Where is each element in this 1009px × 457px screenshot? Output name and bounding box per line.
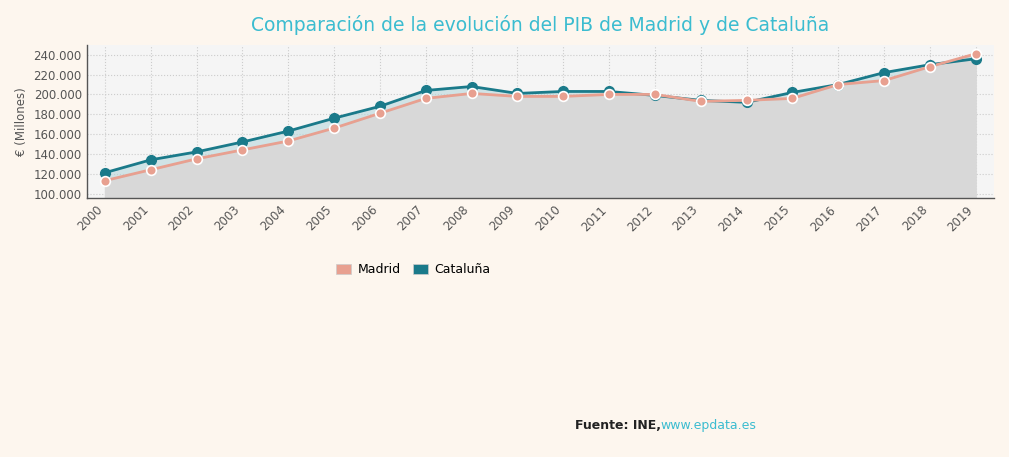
Legend: Madrid, Cataluña: Madrid, Cataluña — [331, 258, 495, 281]
Point — [510, 93, 526, 100]
Y-axis label: € (Millones): € (Millones) — [15, 87, 28, 156]
Point — [784, 89, 800, 96]
Point — [830, 81, 847, 88]
Point — [189, 155, 205, 163]
Point — [876, 77, 892, 84]
Point — [601, 88, 618, 95]
Text: www.epdata.es: www.epdata.es — [661, 420, 757, 432]
Point — [372, 103, 388, 110]
Point — [510, 90, 526, 97]
Point — [968, 55, 984, 63]
Point — [922, 61, 938, 69]
Point — [189, 148, 205, 155]
Point — [555, 93, 571, 100]
Point — [234, 138, 250, 146]
Point — [739, 97, 755, 104]
Point — [418, 87, 434, 94]
Point — [922, 63, 938, 70]
Text: Fuente: INE,: Fuente: INE, — [575, 420, 666, 432]
Point — [97, 177, 113, 184]
Point — [142, 166, 158, 173]
Point — [555, 88, 571, 95]
Point — [463, 83, 479, 90]
Point — [692, 97, 708, 104]
Point — [647, 92, 663, 99]
Point — [463, 90, 479, 97]
Point — [692, 98, 708, 105]
Point — [326, 124, 342, 132]
Point — [418, 95, 434, 102]
Point — [281, 138, 297, 145]
Point — [830, 81, 847, 88]
Title: Comparación de la evolución del PIB de Madrid y de Cataluña: Comparación de la evolución del PIB de M… — [251, 15, 829, 35]
Point — [97, 169, 113, 176]
Point — [601, 91, 618, 98]
Point — [281, 128, 297, 135]
Point — [739, 99, 755, 106]
Point — [372, 110, 388, 117]
Point — [234, 146, 250, 154]
Point — [784, 95, 800, 102]
Point — [968, 50, 984, 58]
Point — [142, 156, 158, 164]
Point — [647, 91, 663, 98]
Point — [876, 69, 892, 76]
Point — [326, 115, 342, 122]
